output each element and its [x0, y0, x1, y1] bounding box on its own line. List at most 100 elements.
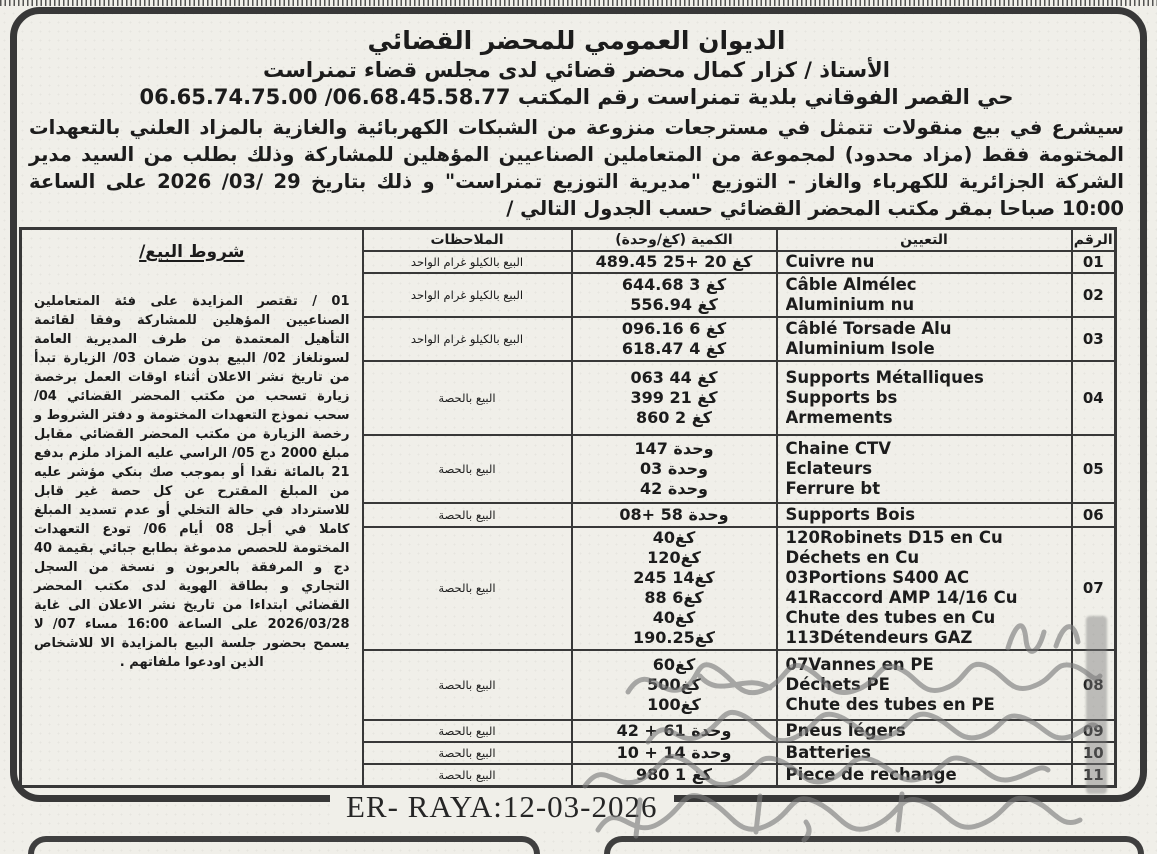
table-header-row: الرقم التعيين الكمية (كغ/وحدة) الملاحظات… [19, 227, 1117, 787]
designation-line: Ferrure bt [785, 478, 881, 498]
designation-cell: Pneus légers [775, 718, 1073, 743]
row-number-cell: 01 [1070, 249, 1117, 274]
designation-cell: Supports Bois [775, 501, 1073, 528]
table-body: الرقم التعيين الكمية (كغ/وحدة) الملاحظات… [19, 227, 1117, 787]
designation-line: Chute des tubes en Cu [785, 608, 996, 627]
notes-cell: البيع بالحصة [361, 718, 573, 743]
auction-notice-frame: الديوان العمومي للمحضر القضائي الأستاذ /… [10, 7, 1147, 802]
designation-line: Déchets en Cu [785, 548, 920, 567]
designation-line: Supports bs [785, 387, 898, 407]
quantity-cell: كغ40 كغ120 كغ14 245 كغ6 88 كغ40 كغ190.25 [570, 525, 778, 651]
notes-cell: البيع بالحصة [361, 740, 573, 765]
auction-intro-text: سيشرع في بيع منقولات تتمثل في مسترجعات م… [29, 116, 1124, 220]
quantity-cell: كغ 3 644.68 كغ 556.94 [570, 271, 778, 318]
designation-line: Armements [785, 407, 893, 427]
quantity-line: كغ 21 399 [630, 387, 718, 407]
quantity-line: وحدة 14 + 10 [616, 742, 732, 762]
conditions-title: شروط البيع/ [139, 242, 245, 262]
row-number-cell: 06 [1070, 501, 1117, 528]
row-number-cell: 05 [1070, 433, 1117, 504]
designation-line: Aluminium Isole [785, 338, 935, 358]
designation-cell: Chaine CTV Eclateurs Ferrure bt [775, 433, 1073, 504]
quantity-line: وحدة 61 + 42 [616, 720, 732, 740]
designation-cell: Batteries [775, 740, 1073, 765]
quantity-line: كغ100 [647, 694, 701, 714]
quantity-line: كغ 556.94 [630, 294, 718, 314]
next-ad-box-right [604, 836, 1144, 854]
quantity-line: كغ60 [652, 654, 696, 674]
notes-cell: البيع بالحصة [361, 762, 573, 787]
quantity-line: كغ190.25 [633, 628, 715, 647]
row-number-cell: 04 [1070, 359, 1117, 436]
row-number-cell: 03 [1070, 315, 1117, 362]
quantity-line: كغ 3 644.68 [621, 274, 727, 294]
quantity-cell: وحدة 147 وحدة 03 وحدة 42 [570, 433, 778, 504]
quantity-line: وحدة 58 +08 [619, 504, 729, 524]
quantity-line: كغ40 [652, 608, 696, 627]
designation-line: Câble Almélec [785, 274, 917, 294]
designation-line: Supports Bois [785, 504, 916, 524]
quantity-cell: كغ 44 063 كغ 21 399 كغ 2 860 [570, 359, 778, 436]
designation-cell: Câblé Torsade Alu Aluminium Isole [775, 315, 1073, 362]
auction-items-table: الرقم التعيين الكمية (كغ/وحدة) الملاحظات… [19, 227, 1117, 788]
quantity-line: كغ 4 618.47 [621, 338, 727, 358]
designation-line: Batteries [785, 742, 871, 762]
quantity-line: كغ 1 980 [636, 764, 712, 784]
notes-cell: البيع بالحصة [361, 648, 573, 721]
table-row: 03 Câblé Torsade Alu Aluminium Isole كغ 6 0… [21, 315, 1117, 362]
quantity-line: كغ6 88 [644, 588, 704, 607]
office-title: الديوان العمومي للمحضر القضائي [367, 26, 786, 55]
notes-cell: البيع بالحصة [361, 525, 573, 651]
table-row: 06 Supports Bois وحدة 58 +08 البيع بالحصة [21, 501, 1117, 528]
row-number-cell: 10 [1070, 740, 1117, 765]
quantity-cell: كغ 20 +25 489.45 [570, 249, 778, 274]
designation-line: Cuivre nu [785, 251, 875, 271]
designation-line: Piece de rechange [785, 764, 957, 784]
quantity-line: كغ40 [652, 528, 696, 547]
quantity-line: كغ 6 096.16 [621, 318, 727, 338]
designation-cell: Supports Métalliques Supports bs Armements [775, 359, 1073, 436]
conditions-panel: شروط البيع/ 01 / تقتصر المزايدة على فئة … [19, 227, 364, 787]
designation-cell: Câble Almélec Aluminium nu [775, 271, 1073, 318]
designation-line: Supports Métalliques [785, 367, 984, 387]
quantity-cell: كغ60 كغ500 كغ100 [570, 648, 778, 721]
designation-line: Aluminium nu [785, 294, 915, 314]
designation-line: Déchets PE [785, 674, 890, 694]
quantity-line: كغ 2 860 [636, 407, 712, 427]
designation-line: Chute des tubes en PE [785, 694, 995, 714]
page-edge-hatch [0, 0, 1157, 6]
designation-line: Pneus légers [785, 720, 906, 740]
quantity-cell: وحدة 61 + 42 [570, 718, 778, 743]
col-header-designation: التعيين [775, 227, 1073, 252]
designation-line: 03Portions S400 AC [785, 568, 970, 587]
quantity-line: كغ500 [647, 674, 701, 694]
designation-line: 113Détendeurs GAZ [785, 628, 973, 647]
office-address-line: حي القصر الفوقاني بلدية تمنراست رقم المك… [139, 85, 1014, 109]
table-row: 04 Supports Métalliques Supports bs Armemen… [21, 359, 1117, 436]
quantity-line: وحدة 147 [634, 438, 714, 458]
table-row: 02 Câble Almélec Aluminium nu كغ 3 644.68 كغ… [21, 271, 1117, 318]
quantity-cell: وحدة 14 + 10 [570, 740, 778, 765]
row-number-cell: 02 [1070, 271, 1117, 318]
designation-cell: 07Vannes en PE Déchets PE Chute des tubes … [775, 648, 1073, 721]
quantity-line: كغ120 [647, 548, 701, 567]
quantity-cell: كغ 1 980 [570, 762, 778, 787]
highlight-strip [1086, 616, 1107, 794]
quantity-cell: وحدة 58 +08 [570, 501, 778, 528]
quantity-cell: كغ 6 096.16 كغ 4 618.47 [570, 315, 778, 362]
quantity-line: وحدة 42 [640, 478, 708, 498]
notes-cell: البيع بالكيلو غرام الواحد [361, 271, 573, 318]
designation-line: Chaine CTV [785, 438, 891, 458]
notes-cell: البيع بالحصة [361, 359, 573, 436]
quantity-line: كغ 20 +25 489.45 [595, 251, 753, 271]
col-header-num: الرقم [1070, 227, 1117, 252]
next-ad-box-left [28, 836, 540, 854]
col-header-notes: الملاحظات [361, 227, 573, 252]
bailiff-name-line: الأستاذ / كزار كمال محضر قضائي لدى مجلس … [263, 58, 890, 82]
designation-cell: Cuivre nu [775, 249, 1073, 274]
table-row: 05 Chaine CTV Eclateurs Ferrure bt وحدة 147 و… [21, 433, 1117, 504]
designation-line: Eclateurs [785, 458, 873, 478]
table-row: 01 Cuivre nu كغ 20 +25 489.45 البيع بالكيلو… [21, 249, 1117, 274]
table-row: 07 120Robinets D15 en Cu Déchets en Cu 03Po… [21, 525, 1117, 651]
